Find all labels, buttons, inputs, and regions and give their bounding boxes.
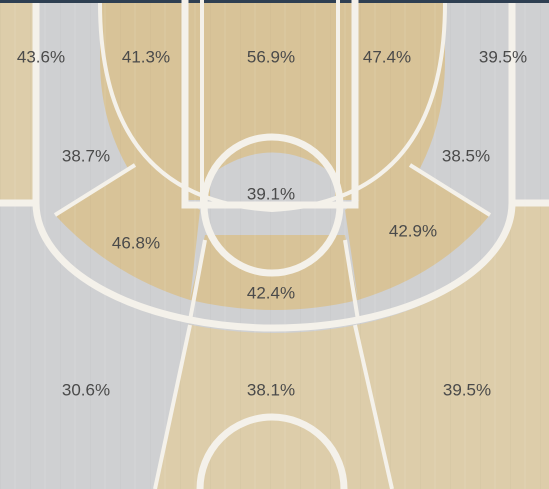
label-left-corner-3: 43.6% [17, 47, 65, 66]
three-point-arc [32, 202, 516, 332]
paint-inner [200, 0, 340, 207]
label-paint-top: 56.9% [247, 47, 295, 66]
left-top-divider [188, 239, 207, 321]
right-wing-divider [353, 324, 394, 489]
label-left-baseline-mid: 41.3% [122, 47, 170, 66]
free-throw-circle [200, 133, 344, 277]
right-short-divider [408, 163, 492, 217]
wood-texture [0, 3, 549, 489]
label-top-3: 38.1% [247, 380, 295, 399]
label-right-elbow: 42.9% [389, 221, 437, 240]
label-right-corner-3: 39.5% [479, 47, 527, 66]
label-right-wing-3: 39.5% [443, 380, 491, 399]
center-circle-arc [196, 413, 348, 489]
top-edge-bar [0, 0, 549, 3]
label-right-short-corner: 38.5% [442, 146, 490, 165]
mid-range-arc [98, 2, 447, 213]
label-left-elbow: 46.8% [112, 233, 160, 252]
label-right-baseline-mid: 47.4% [363, 47, 411, 66]
right-top-divider [343, 239, 360, 321]
left-wing-divider [153, 324, 192, 489]
label-left-wing-3: 30.6% [62, 380, 110, 399]
label-left-short-corner: 38.7% [62, 146, 110, 165]
label-restricted-area: 39.1% [247, 184, 295, 203]
left-short-divider [53, 163, 137, 217]
label-top-key: 42.4% [247, 283, 295, 302]
